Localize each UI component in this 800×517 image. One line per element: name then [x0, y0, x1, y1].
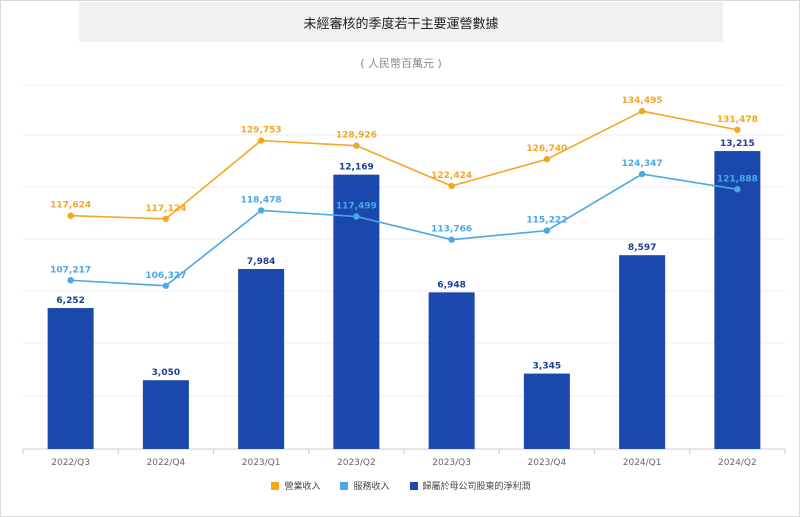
legend-swatch-service-revenue	[340, 481, 349, 490]
x-tick-label: 2023/Q2	[337, 458, 376, 468]
revenue-data-label: 117,124	[145, 204, 186, 214]
service-revenue-point	[638, 170, 646, 178]
service-revenue-data-label: 124,347	[622, 159, 663, 169]
revenue-point	[257, 137, 265, 144]
legend-label-revenue: 營業收入	[284, 482, 321, 492]
legend-label-service-revenue: 服務收入	[353, 482, 390, 492]
revenue-data-label: 131,478	[717, 115, 758, 125]
service-revenue-point	[734, 186, 741, 193]
bar-series	[47, 151, 761, 450]
bar-net-profit	[238, 268, 285, 449]
service-revenue-data-label: 121,888	[717, 174, 758, 184]
revenue-data-label: 126,740	[526, 144, 567, 154]
service-revenue-data-label: 107,217	[50, 265, 91, 275]
x-tick-label: 2024/Q1	[623, 458, 662, 468]
legend-swatch-net-profit	[409, 481, 418, 490]
service-revenue-data-label: 115,222	[526, 216, 567, 226]
bar-data-label: 8,597	[628, 243, 656, 253]
data-labels: 6,252 3,050 7,984 12,169 6,948 3,345 8,597 13,2…	[50, 96, 758, 378]
bar-net-profit	[619, 255, 666, 449]
revenue-point	[162, 215, 170, 223]
bar-data-label: 3,345	[533, 362, 561, 372]
service-revenue-point	[67, 277, 74, 284]
service-revenue-point	[353, 213, 360, 220]
revenue-data-label: 128,926	[336, 131, 377, 141]
bar-net-profit	[714, 151, 761, 449]
bar-net-profit	[428, 292, 475, 449]
service-revenue-data-label: 106,327	[145, 271, 186, 281]
legend-swatch-revenue	[271, 481, 280, 490]
x-tick-label: 2023/Q3	[432, 458, 471, 468]
service-revenue-data-label: 113,766	[431, 225, 472, 235]
revenue-data-label: 134,495	[622, 96, 663, 106]
x-tick-label: 2022/Q3	[51, 458, 90, 468]
bar-net-profit	[142, 380, 189, 449]
revenue-point	[543, 156, 551, 163]
x-tick-label: 2024/Q2	[718, 458, 757, 468]
bar-data-label: 6,948	[437, 280, 465, 290]
service-revenue-point	[257, 207, 265, 214]
bar-data-label: 6,252	[56, 296, 84, 306]
service-revenue-data-label: 118,478	[241, 195, 282, 205]
revenue-data-label: 117,624	[50, 201, 91, 211]
revenue-data-label: 122,424	[431, 171, 472, 181]
x-axis: 2022/Q3 2022/Q4 2023/Q1 2023/Q2 2023/Q3 2023/…	[22, 449, 786, 468]
x-tick-label: 2023/Q1	[242, 458, 281, 468]
revenue-point	[734, 126, 741, 134]
chart-subtitle: ( 人民幣百萬元 )	[360, 57, 442, 70]
revenue-point	[67, 212, 74, 219]
x-tick-label: 2022/Q4	[147, 458, 186, 468]
legend-item-revenue[interactable]: 營業收入	[271, 479, 320, 492]
revenue-line	[70, 110, 738, 220]
chart-title: 未經審核的季度若干主要運營數據	[79, 2, 723, 42]
revenue-data-label: 129,753	[241, 126, 282, 136]
bar-data-label: 7,984	[247, 257, 275, 267]
service-revenue-data-label: 117,499	[336, 202, 377, 212]
bar-net-profit	[47, 308, 94, 449]
legend-label-net-profit: 歸屬於母公司股東的淨利潤	[422, 482, 531, 492]
revenue-point	[638, 107, 646, 115]
legend-item-net-profit[interactable]: 歸屬於母公司股東的淨利潤	[409, 479, 531, 492]
service-revenue-line	[70, 173, 738, 287]
service-revenue-point	[543, 227, 551, 234]
bar-net-profit	[523, 373, 570, 449]
x-tick-label: 2023/Q4	[528, 458, 567, 468]
revenue-point	[448, 182, 455, 190]
legend: 營業收入 服務收入 歸屬於母公司股東的淨利潤	[1, 479, 800, 492]
revenue-point	[353, 142, 360, 149]
chart-plot: 6,252 3,050 7,984 12,169 6,948 3,345 8,597 13,2…	[22, 84, 786, 468]
line-series	[67, 107, 741, 289]
bar-data-label: 13,215	[720, 139, 755, 149]
service-revenue-point	[162, 282, 170, 289]
service-revenue-point	[448, 236, 455, 243]
grid-lines	[23, 84, 785, 450]
bar-data-label: 12,169	[339, 163, 374, 173]
bar-data-label: 3,050	[152, 368, 180, 378]
legend-item-service-revenue[interactable]: 服務收入	[340, 479, 390, 492]
